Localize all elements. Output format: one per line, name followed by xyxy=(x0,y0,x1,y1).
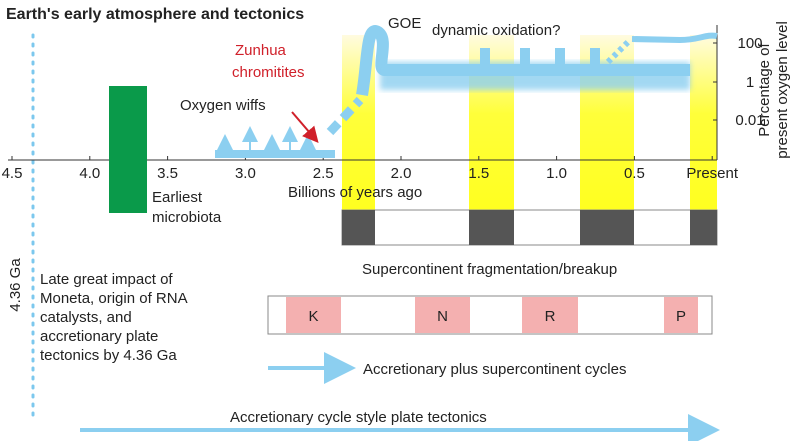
wiffs-arrows xyxy=(217,126,316,150)
microbiota-label: Earliest xyxy=(152,189,203,206)
time-tick-label: 3.0 xyxy=(235,165,256,182)
impact-age: 4.36 Ga xyxy=(7,258,24,312)
oxygen-axis-label: present oxygen level xyxy=(774,21,791,159)
supercontinent-label: P xyxy=(676,308,686,325)
supercontinent-block xyxy=(664,297,698,333)
microbiota-label: microbiota xyxy=(152,209,222,226)
impact-line-text: tectonics by 4.36 Ga xyxy=(40,347,177,364)
oxygen-axis-label: Percentage of xyxy=(756,42,773,136)
supercontinent-label: K xyxy=(308,308,318,325)
zunhua-label: Zunhua xyxy=(235,42,287,59)
zunhua-arrow xyxy=(291,111,319,144)
supercontinent-block xyxy=(522,297,578,333)
tick-group: 4.5 4.0 3.5 3.0 2.5 2.0 1.5 1.0 0.5 Present 100 1 0.… xyxy=(2,21,791,182)
time-tick-label: 0.5 xyxy=(624,165,645,182)
impact-line-text: Moneta, origin of RNA xyxy=(40,290,188,307)
supercontinent-label: N xyxy=(437,308,448,325)
dynamic-label: dynamic oxidation? xyxy=(432,22,560,39)
time-tick-label: 4.5 xyxy=(2,165,23,182)
time-axis-label: Billions of years ago xyxy=(288,184,422,201)
time-tick-label: 1.5 xyxy=(468,165,489,182)
oxygen-tick-label: 100 xyxy=(737,35,762,52)
oxygen-curve xyxy=(326,25,718,136)
impact-line-text: accretionary plate xyxy=(40,328,158,345)
cycles-label: Accretionary plus supercontinent cycles xyxy=(363,361,626,378)
time-tick-label: 1.0 xyxy=(546,165,567,182)
wiffs-bar xyxy=(215,150,335,158)
style-label: Accretionary cycle style plate tectonics xyxy=(230,409,487,426)
oxygen-tick-label: 0.01 xyxy=(735,112,764,129)
impact-text: Late great impact of Moneta, origin of RN… xyxy=(40,271,188,364)
microbiota-bar xyxy=(109,86,147,213)
breakup-box xyxy=(341,209,718,246)
title: Earth's early atmosphere and tectonics xyxy=(6,6,304,23)
breakup-label: Supercontinent fragmentation/breakup xyxy=(362,261,617,278)
wiffs-label: Oxygen wiffs xyxy=(180,97,266,114)
oxygen-tick-label: 1 xyxy=(746,74,754,91)
time-tick-label: 2.0 xyxy=(391,165,412,182)
supercontinent-block xyxy=(286,297,341,333)
cycle-box xyxy=(267,295,713,335)
supercontinent-label: R xyxy=(545,308,556,325)
time-tick-label: 2.5 xyxy=(313,165,334,182)
time-tick-label: 4.0 xyxy=(79,165,100,182)
goe-label: GOE xyxy=(388,15,421,32)
time-tick-label: Present xyxy=(686,165,739,182)
time-tick-label: 3.5 xyxy=(157,165,178,182)
breakup-blocks xyxy=(342,210,717,245)
zunhua-label: chromitites xyxy=(232,64,305,81)
impact-line-text: Late great impact of xyxy=(40,271,173,288)
supercontinent-block xyxy=(415,297,470,333)
impact-line-text: catalysts, and xyxy=(40,309,132,326)
